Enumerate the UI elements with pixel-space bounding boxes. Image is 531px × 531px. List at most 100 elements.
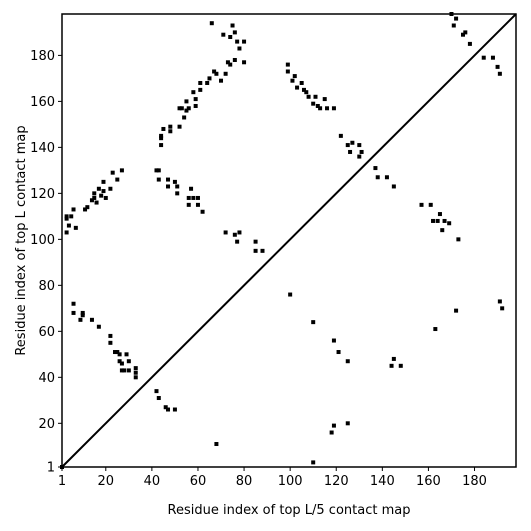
x-tick-label: 40 (144, 474, 161, 489)
contact-point (428, 202, 433, 207)
contact-point (154, 168, 159, 173)
contact-point (133, 375, 138, 380)
contact-point (440, 228, 445, 233)
contact-point (228, 34, 233, 39)
contact-point (235, 39, 240, 44)
contact-point (433, 327, 438, 332)
contact-point (186, 195, 191, 200)
contact-point (172, 407, 177, 412)
contact-point (122, 368, 127, 373)
contact-point (71, 207, 76, 212)
y-tick-label: 40 (38, 371, 55, 386)
contact-point (186, 106, 191, 111)
contact-point (66, 223, 71, 228)
contact-point (159, 143, 164, 148)
contact-point (198, 87, 203, 92)
contact-point (456, 237, 461, 242)
contact-point (253, 248, 258, 253)
contact-point (166, 184, 171, 189)
y-tick-label: 100 (30, 233, 55, 248)
contact-point (175, 184, 180, 189)
contact-point (177, 124, 182, 129)
contact-point (214, 442, 219, 447)
plot-frame (61, 13, 517, 468)
x-axis-ticks: 1 20 40 60 80 100 120 140 160 180 (58, 467, 487, 489)
contact-point (172, 179, 177, 184)
contact-point (225, 60, 230, 65)
contact-point (156, 177, 161, 182)
y-tick-label: 20 (38, 417, 55, 432)
contact-point (221, 32, 226, 37)
contact-point (285, 62, 290, 67)
contact-point (101, 179, 106, 184)
contact-point (288, 292, 293, 297)
contact-point (115, 350, 120, 355)
contact-point (329, 430, 334, 435)
contact-point (242, 60, 247, 65)
contact-point (437, 212, 442, 217)
contact-point (179, 106, 184, 111)
contact-point (161, 126, 166, 131)
contact-point (235, 239, 240, 244)
y-tick-label: 80 (38, 279, 55, 294)
contact-point (191, 195, 196, 200)
contact-point (357, 143, 362, 148)
contact-point (350, 140, 355, 145)
contact-point (119, 368, 124, 373)
contact-point (451, 23, 456, 28)
contact-point (73, 225, 78, 230)
contact-point (69, 214, 74, 219)
contact-point (497, 71, 502, 76)
contact-point (237, 230, 242, 235)
x-tick-label: 80 (236, 474, 253, 489)
contact-point (64, 230, 69, 235)
contact-point (431, 218, 436, 223)
contact-point (64, 216, 69, 221)
contact-point (232, 232, 237, 237)
contact-point (110, 170, 115, 175)
contact-point (189, 186, 194, 191)
y-tick-label: 120 (30, 187, 55, 202)
contact-point (311, 460, 316, 465)
contact-point (398, 363, 403, 368)
contact-point (454, 308, 459, 313)
contact-point (311, 320, 316, 325)
contact-point (336, 350, 341, 355)
y-tick-label: 1 (47, 461, 55, 476)
x-tick-label: 180 (462, 474, 487, 489)
contact-point (306, 94, 311, 99)
contact-point (195, 202, 200, 207)
contact-point (313, 94, 318, 99)
contact-point (80, 313, 85, 318)
x-axis-label: Residue index of top L/5 contact map (168, 503, 411, 518)
contact-point (182, 115, 187, 120)
contact-point (391, 184, 396, 189)
contact-point (232, 57, 237, 62)
contact-point (301, 87, 306, 92)
x-tick-label: 60 (190, 474, 207, 489)
contact-point (500, 306, 505, 311)
contact-point (159, 136, 164, 141)
contact-point (490, 55, 495, 60)
contact-point (322, 97, 327, 102)
contact-point (99, 193, 104, 198)
x-tick-label: 100 (278, 474, 303, 489)
contact-point (85, 205, 90, 210)
contact-point (290, 78, 295, 83)
contact-point (389, 363, 394, 368)
contact-point (92, 195, 97, 200)
contact-point (311, 101, 316, 106)
contact-point (447, 221, 452, 226)
y-tick-label: 140 (30, 141, 55, 156)
contact-point (156, 168, 161, 173)
contact-point (94, 200, 99, 205)
contact-point (71, 301, 76, 306)
x-tick-label: 20 (98, 474, 115, 489)
contact-point (467, 41, 472, 46)
contact-point (345, 143, 350, 148)
contact-point (186, 202, 191, 207)
contact-point (454, 16, 459, 21)
contact-point (318, 106, 323, 111)
contact-point (78, 317, 83, 322)
contact-point (133, 370, 138, 375)
